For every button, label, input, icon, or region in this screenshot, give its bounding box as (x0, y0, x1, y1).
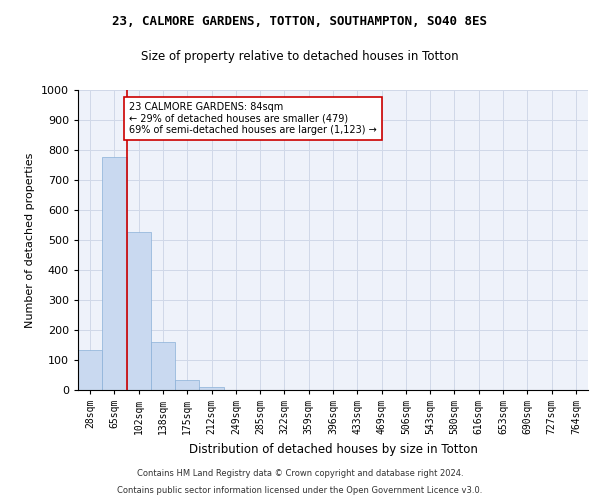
Y-axis label: Number of detached properties: Number of detached properties (25, 152, 35, 328)
Text: 23, CALMORE GARDENS, TOTTON, SOUTHAMPTON, SO40 8ES: 23, CALMORE GARDENS, TOTTON, SOUTHAMPTON… (113, 15, 487, 28)
X-axis label: Distribution of detached houses by size in Totton: Distribution of detached houses by size … (188, 442, 478, 456)
Bar (199, 387, 224, 390)
Bar (102, 156, 127, 390)
Text: Size of property relative to detached houses in Totton: Size of property relative to detached ho… (141, 50, 459, 63)
Text: Contains public sector information licensed under the Open Government Licence v3: Contains public sector information licen… (118, 486, 482, 495)
Bar (175, 380, 199, 390)
Text: Contains HM Land Registry data © Crown copyright and database right 2024.: Contains HM Land Registry data © Crown c… (137, 468, 463, 477)
Bar (78, 350, 102, 390)
Bar (127, 232, 151, 390)
Bar (151, 342, 175, 390)
Text: 23 CALMORE GARDENS: 84sqm
← 29% of detached houses are smaller (479)
69% of semi: 23 CALMORE GARDENS: 84sqm ← 29% of detac… (129, 102, 377, 135)
